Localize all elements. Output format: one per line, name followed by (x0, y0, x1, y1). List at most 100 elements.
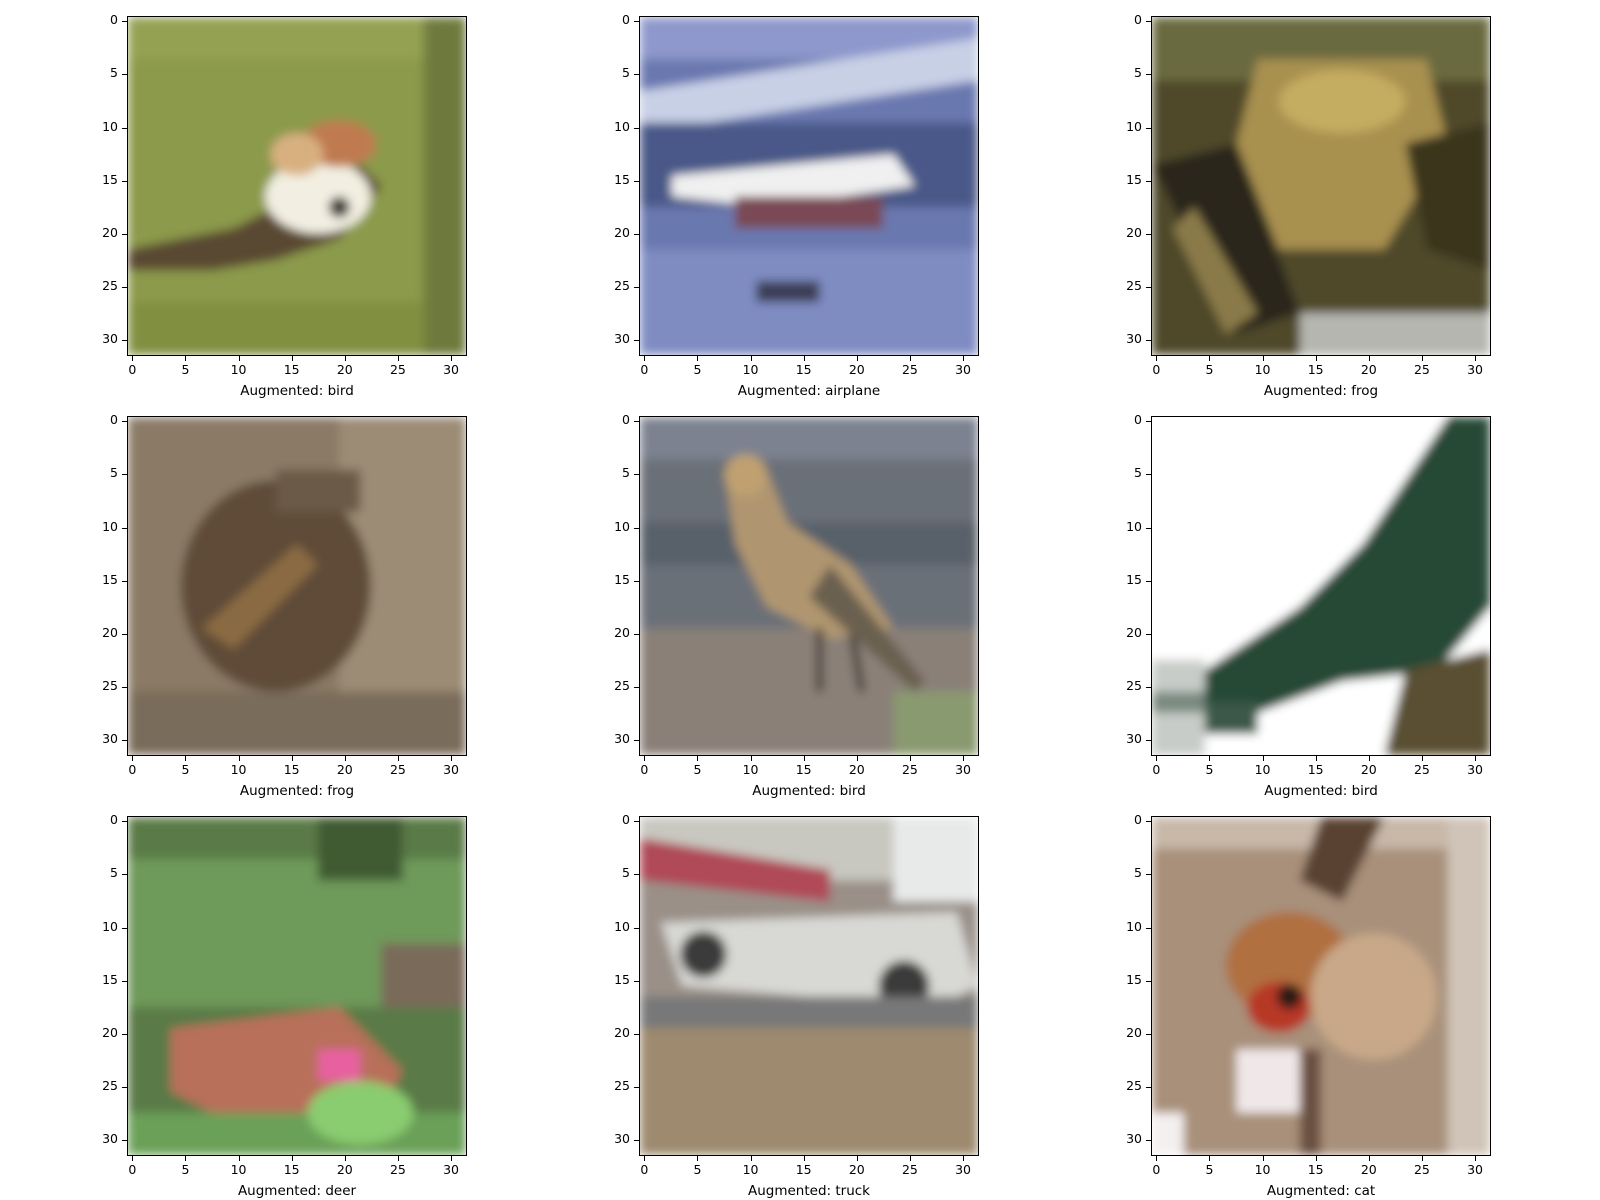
y-tick (122, 927, 127, 929)
y-tick (122, 980, 127, 982)
x-tick (1262, 1156, 1264, 1161)
x-tick (1209, 1156, 1211, 1161)
x-tick-label: 20 (848, 1162, 865, 1177)
x-tick-label: 10 (1254, 762, 1271, 777)
image-panel-2 (639, 16, 979, 356)
x-tick-label: 30 (443, 362, 460, 377)
x-tick (1421, 756, 1423, 761)
y-tick-label: 5 (622, 865, 630, 881)
image-frog-yellow (1152, 17, 1490, 355)
panel-caption: Augmented: cat (1266, 1183, 1376, 1199)
y-tick-label: 25 (1126, 277, 1142, 293)
image-panel-6 (1151, 416, 1491, 756)
x-tick-label: 15 (1307, 362, 1324, 377)
x-tick-label: 0 (128, 762, 137, 777)
x-tick-label: 0 (1152, 762, 1161, 777)
y-tick-label: 5 (1134, 465, 1142, 481)
x-tick (1156, 1156, 1158, 1161)
y-tick-label: 15 (102, 971, 118, 987)
x-tick (132, 1156, 134, 1161)
y-tick (122, 127, 127, 129)
y-tick (122, 874, 127, 876)
y-tick (634, 180, 639, 182)
x-tick-label: 15 (795, 362, 812, 377)
x-tick (856, 356, 858, 361)
y-tick (634, 1086, 639, 1088)
y-tick (1146, 21, 1151, 23)
y-tick (1146, 127, 1151, 129)
y-tick-label: 20 (614, 224, 630, 240)
x-tick-label: 10 (1254, 1162, 1271, 1177)
y-tick (122, 180, 127, 182)
x-tick-label: 15 (1307, 762, 1324, 777)
x-tick-label: 20 (336, 762, 353, 777)
image-panel-1 (127, 16, 467, 356)
x-tick-label: 5 (1205, 762, 1214, 777)
x-tick-label: 5 (181, 1162, 190, 1177)
y-tick (1146, 421, 1151, 423)
image-panel-7 (127, 816, 467, 1156)
x-tick (344, 1156, 346, 1161)
x-tick (238, 756, 240, 761)
y-tick-label: 5 (1134, 865, 1142, 881)
y-tick-label: 15 (614, 571, 630, 587)
image-frog-brown (128, 417, 466, 755)
x-tick (1475, 756, 1477, 761)
y-tick-label: 30 (1126, 331, 1142, 347)
x-tick-label: 25 (901, 762, 918, 777)
y-tick-label: 25 (102, 277, 118, 293)
y-tick-label: 0 (622, 12, 630, 28)
x-tick-label: 25 (1413, 1162, 1430, 1177)
y-tick (1146, 580, 1151, 582)
panel-caption: Augmented: bird (752, 783, 866, 799)
y-tick (1146, 686, 1151, 688)
y-tick-label: 25 (614, 277, 630, 293)
x-tick-label: 20 (336, 362, 353, 377)
x-tick (750, 1156, 752, 1161)
y-tick-label: 30 (1126, 1131, 1142, 1147)
x-tick (644, 1156, 646, 1161)
y-tick (1146, 474, 1151, 476)
x-tick (397, 756, 399, 761)
x-tick-label: 25 (901, 362, 918, 377)
x-tick-label: 15 (283, 1162, 300, 1177)
y-tick-label: 20 (614, 624, 630, 640)
x-tick-label: 10 (230, 1162, 247, 1177)
x-tick (1209, 356, 1211, 361)
x-tick-label: 15 (1307, 1162, 1324, 1177)
x-tick-label: 30 (1467, 762, 1484, 777)
y-tick (122, 1033, 127, 1035)
x-tick-label: 10 (742, 1162, 759, 1177)
x-tick (451, 356, 453, 361)
y-tick (634, 927, 639, 929)
panel-caption: Augmented: truck (747, 1183, 871, 1199)
x-tick-label: 20 (848, 762, 865, 777)
y-tick-label: 15 (1126, 971, 1142, 987)
y-tick-label: 20 (1126, 1024, 1142, 1040)
y-tick-label: 15 (614, 171, 630, 187)
x-tick (750, 356, 752, 361)
x-tick (185, 1156, 187, 1161)
y-tick-label: 10 (614, 918, 630, 934)
x-tick (344, 756, 346, 761)
x-tick-label: 25 (1413, 362, 1430, 377)
y-tick-label: 25 (1126, 677, 1142, 693)
y-tick-label: 0 (1134, 812, 1142, 828)
y-tick-label: 15 (102, 571, 118, 587)
x-tick-label: 25 (389, 1162, 406, 1177)
y-tick-label: 10 (1126, 918, 1142, 934)
y-tick-label: 25 (614, 1077, 630, 1093)
x-tick (1315, 356, 1317, 361)
y-tick (634, 821, 639, 823)
x-tick-label: 30 (1467, 362, 1484, 377)
x-tick-label: 0 (1152, 362, 1161, 377)
x-tick-label: 30 (443, 1162, 460, 1177)
y-tick-label: 10 (1126, 118, 1142, 134)
y-tick (122, 1086, 127, 1088)
x-tick-label: 0 (640, 1162, 649, 1177)
y-tick-label: 0 (622, 812, 630, 828)
y-tick (634, 686, 639, 688)
x-tick-label: 20 (1360, 362, 1377, 377)
y-tick-label: 15 (614, 971, 630, 987)
y-tick-label: 25 (614, 677, 630, 693)
